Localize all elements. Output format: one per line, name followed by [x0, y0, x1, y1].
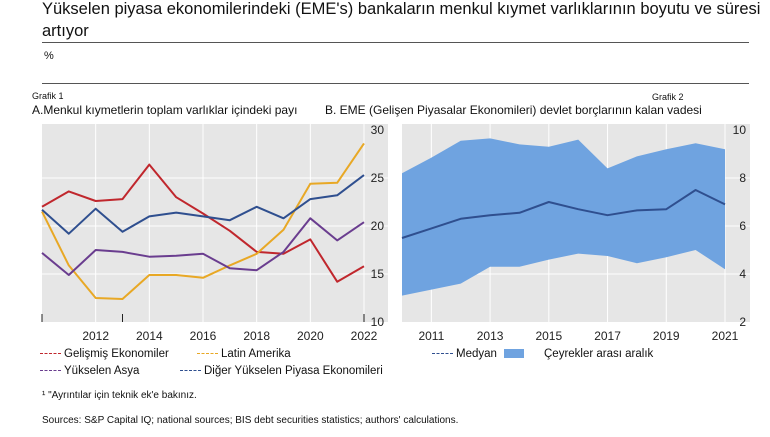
- y-tick-label: 10: [733, 123, 747, 137]
- legend-b: Medyan Çeyrekler arası aralık: [432, 348, 752, 364]
- y-tick-label: 25: [371, 171, 385, 185]
- legend-swatch-ceyrekler: [504, 349, 524, 359]
- x-tick-label: 2017: [594, 329, 621, 343]
- legend-item-gelismis: Gelişmiş Ekonomiler: [40, 348, 169, 360]
- legend-swatch-gelismis: [40, 353, 61, 355]
- header-rule: [42, 83, 749, 84]
- legend-label-latin-amerika: Latin Amerika: [221, 348, 291, 360]
- x-tick-label: 2011: [418, 329, 444, 343]
- legend-swatch-yukselen-asya: [40, 370, 61, 372]
- legend-item-medyan: Medyan: [432, 348, 497, 360]
- y-tick-label: 6: [739, 219, 746, 233]
- legend-label-yukselen-asya: Yükselen Asya: [64, 365, 140, 377]
- y-tick-label: 30: [371, 123, 385, 137]
- line-gelis-mis-ekonomiler: [41, 163, 365, 283]
- line-dig-er-yu-kselen-piyasa-ekonomileri: [41, 174, 365, 235]
- legend-item-ceyrekler: Çeyrekler arası aralık: [504, 348, 653, 360]
- x-tick-label: 2015: [535, 329, 562, 343]
- x-tick-label: 2018: [243, 329, 270, 343]
- legend-item-latin-amerika: Latin Amerika: [197, 348, 291, 360]
- x-tick-label: 2022: [351, 329, 378, 343]
- y-tick-label: 4: [739, 267, 746, 281]
- legend-label-medyan: Medyan: [456, 348, 497, 360]
- legend-swatch-medyan: [432, 353, 453, 355]
- legend-swatch-latin-amerika: [197, 353, 218, 355]
- x-tick-label: 2021: [712, 329, 739, 343]
- plot-background: [42, 124, 388, 322]
- y-tick-label: 8: [739, 171, 746, 185]
- x-tick-label: 2012: [82, 329, 109, 343]
- y-tick-label: 2: [739, 315, 746, 329]
- y-tick-label: 20: [371, 219, 385, 233]
- line-medyan: [401, 189, 726, 239]
- legend-label-ceyrekler: Çeyrekler arası aralık: [544, 348, 654, 360]
- panel-a-subtitle: A.Menkul kıymetlerin toplam varlıklar iç…: [32, 103, 298, 117]
- legend-a: Gelişmiş Ekonomiler Latin Amerika Yüksel…: [40, 348, 400, 382]
- sources: Sources: S&P Capital IQ; national source…: [42, 415, 459, 426]
- legend-label-gelismis: Gelişmiş Ekonomiler: [64, 348, 169, 360]
- legend-item-yukselen-asya: Yükselen Asya: [40, 365, 139, 377]
- title-rule: [42, 42, 749, 43]
- panel-b-tag: Grafik 2: [652, 92, 684, 102]
- band-c-eyrekler-aras-aral-k: [402, 138, 725, 296]
- x-tick-label: 2013: [477, 329, 504, 343]
- legend-swatch-diger: [180, 370, 201, 372]
- legend-label-diger: Diğer Yükselen Piyasa Ekonomileri: [204, 365, 383, 377]
- line-yu-kselen-asya: [41, 217, 365, 276]
- unit-label: %: [44, 50, 54, 62]
- x-tick-label: 2016: [190, 329, 217, 343]
- y-tick-label: 15: [371, 267, 385, 281]
- line-latin-amerika: [41, 142, 365, 300]
- footnote: ¹ "Ayrıntılar için teknik ek'e bakınız.: [42, 390, 197, 401]
- x-tick-label: 2020: [297, 329, 324, 343]
- panel-a-tag: Grafik 1: [32, 91, 64, 101]
- x-tick-label: 2019: [653, 329, 680, 343]
- panel-b-subtitle: B. EME (Gelişen Piyasalar Ekonomileri) d…: [325, 103, 702, 117]
- x-tick-label: 2014: [136, 329, 163, 343]
- chart-title: Yükselen piyasa ekonomilerindeki (EME's)…: [42, 0, 761, 40]
- legend-item-diger: Diğer Yükselen Piyasa Ekonomileri: [180, 365, 383, 377]
- y-tick-label: 10: [371, 315, 385, 329]
